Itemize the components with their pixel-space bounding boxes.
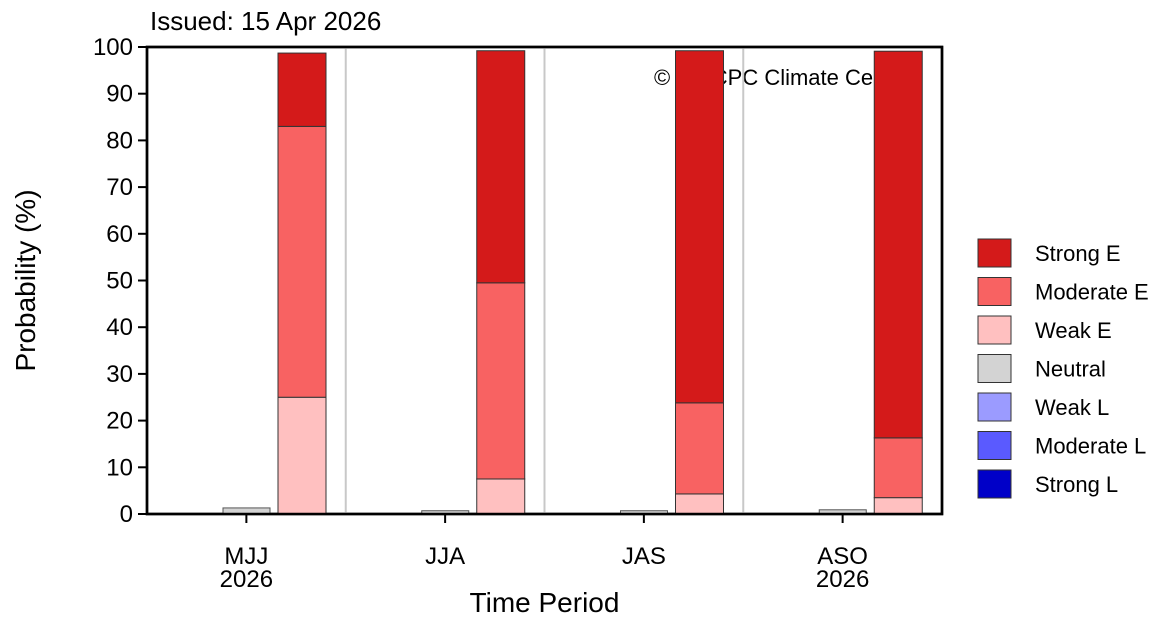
legend-label-moderate-e: Moderate E xyxy=(1035,280,1149,305)
legend-label-strong-e: Strong E xyxy=(1035,241,1121,266)
legend-swatch-strong-e xyxy=(977,238,1012,268)
bar-weak-e-jas xyxy=(675,493,724,515)
legend-swatch-weak-e xyxy=(977,315,1012,345)
y-tick-label: 50 xyxy=(106,268,133,295)
y-tick-label: 20 xyxy=(106,408,133,435)
bar-moderate-e-jja xyxy=(476,282,526,480)
y-tick-label: 100 xyxy=(93,34,133,61)
bar-moderate-e-mjj xyxy=(277,125,327,398)
x-tick-label: JAS xyxy=(622,543,666,570)
legend-label-weak-e: Weak E xyxy=(1035,318,1112,343)
y-tick-label: 10 xyxy=(106,454,133,481)
legend-swatch-weak-l xyxy=(977,392,1012,422)
x-tick-label: JJA xyxy=(425,543,465,570)
legend-label-moderate-l: Moderate L xyxy=(1035,434,1146,459)
bar-weak-e-aso xyxy=(873,497,923,515)
bar-moderate-e-jas xyxy=(675,402,724,495)
legend-swatch-moderate-e xyxy=(977,277,1012,306)
legend-label-neutral: Neutral xyxy=(1035,357,1106,382)
bar-weak-e-jja xyxy=(476,478,526,515)
legend-label-weak-l: Weak L xyxy=(1035,395,1109,420)
x-tick-sublabel: 2026 xyxy=(816,566,869,593)
y-tick-label: 30 xyxy=(106,361,133,388)
bar-moderate-e-aso xyxy=(873,437,923,499)
plot-frame-top xyxy=(145,45,944,516)
legend-swatch-neutral xyxy=(977,354,1012,383)
y-tick-label: 90 xyxy=(106,81,133,108)
y-tick-label: 80 xyxy=(106,127,133,154)
legend-swatch-moderate-l xyxy=(977,431,1012,460)
x-axis-label: Time Period xyxy=(470,587,620,618)
legend-swatch-strong-l xyxy=(977,469,1012,499)
y-axis-label: Probability (%) xyxy=(10,189,41,371)
x-tick-label: MJJ xyxy=(224,543,268,570)
x-tick-sublabel: 2026 xyxy=(220,566,273,593)
bar-strong-e-mjj xyxy=(277,52,327,127)
bar-strong-e-jas xyxy=(675,50,724,404)
bar-strong-e-aso xyxy=(873,50,923,439)
chart-title: Issued: 15 Apr 2026 xyxy=(150,6,381,36)
y-tick-label: 40 xyxy=(106,314,133,341)
y-tick-label: 60 xyxy=(106,221,133,248)
y-tick-label: 70 xyxy=(106,174,133,201)
bar-weak-e-mjj xyxy=(277,396,327,515)
x-tick-label: ASO xyxy=(817,543,868,570)
y-tick-label: 0 xyxy=(120,501,133,528)
bar-strong-e-jja xyxy=(476,50,526,284)
legend-label-strong-l: Strong L xyxy=(1035,472,1118,497)
